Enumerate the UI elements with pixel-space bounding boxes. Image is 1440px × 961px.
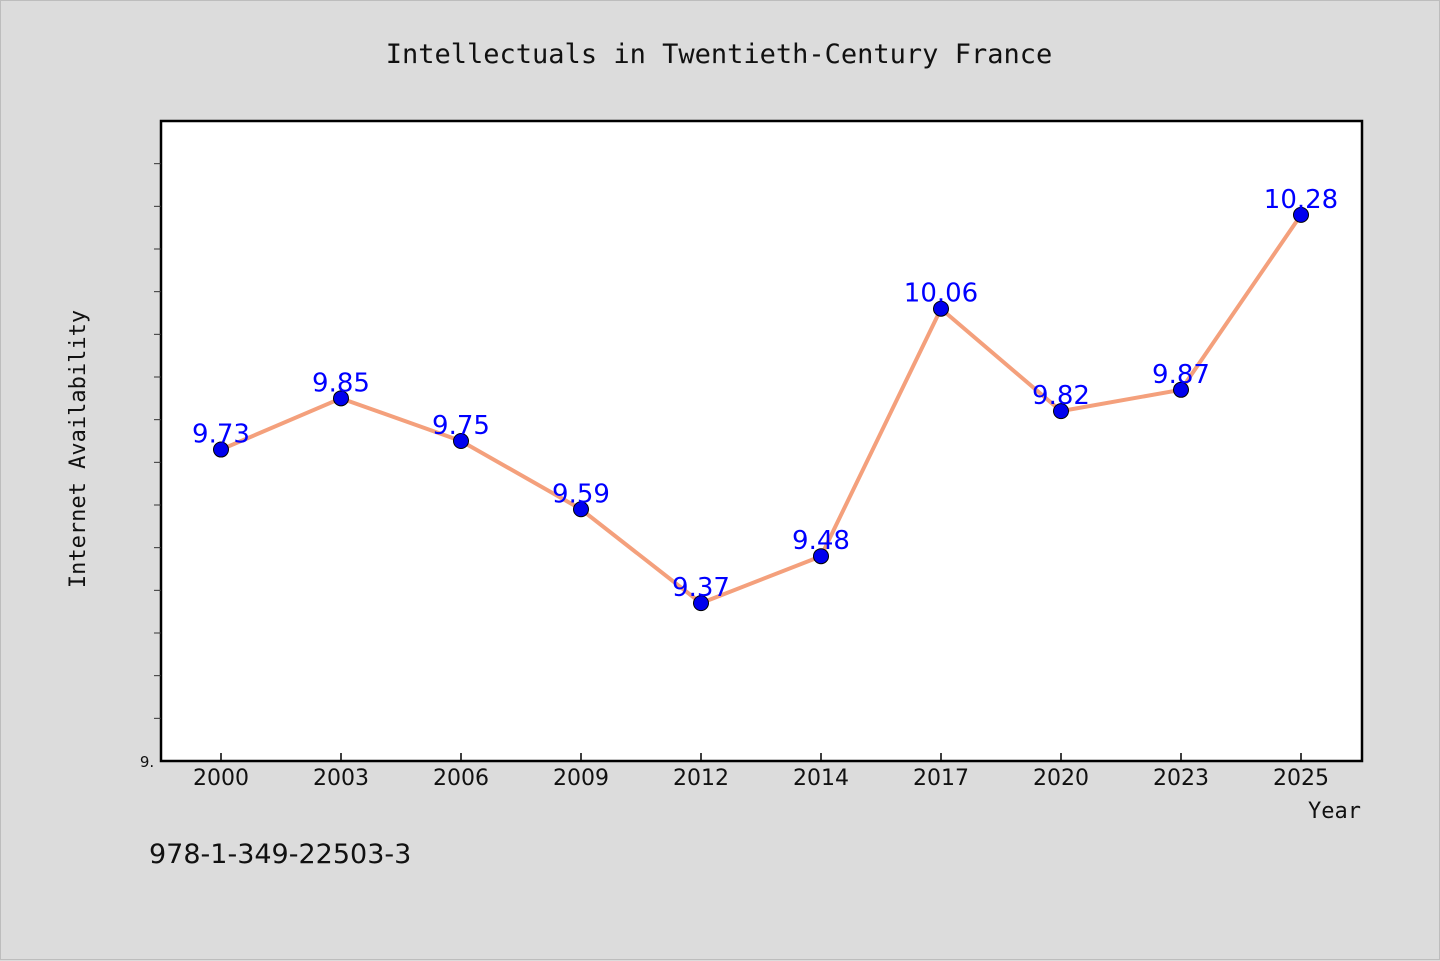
x-axis-label: Year [1308, 799, 1361, 824]
series-line [220, 213, 1303, 606]
x-tick-label: 2009 [553, 766, 609, 791]
data-label: 9.82 [1032, 381, 1090, 411]
data-point [933, 300, 949, 317]
data-point [1293, 206, 1309, 223]
x-tick-label: 2025 [1273, 766, 1329, 791]
x-tick-label: 2023 [1153, 766, 1209, 791]
plot-area [159, 119, 1364, 763]
data-label: 9.48 [792, 526, 850, 556]
chart-title: Intellectuals in Twentieth-Century Franc… [386, 39, 1052, 70]
data-label: 10.28 [1264, 185, 1338, 215]
y-axis-label: Internet Availability [66, 310, 91, 588]
x-tick-label: 2020 [1033, 766, 1089, 791]
data-point [1053, 403, 1069, 420]
data-point [813, 548, 829, 565]
x-tick-label: 2000 [193, 766, 249, 791]
data-point [573, 501, 589, 518]
x-tick-label: 2006 [433, 766, 489, 791]
data-label: 10.06 [904, 279, 978, 309]
data-labels: 9.73 9.85 9.75 9.59 9.37 9.48 10.06 9.82 9.87 10.… [192, 185, 1338, 603]
footnote-isbn: 978-1-349-22503-3 [149, 839, 411, 870]
data-point [1173, 381, 1189, 398]
data-label: 9.75 [432, 411, 490, 441]
y-tick-label: 9. [140, 753, 154, 771]
data-label: 9.87 [1152, 360, 1210, 390]
data-point [693, 595, 709, 612]
series-markers [213, 206, 1309, 612]
data-point [333, 390, 349, 407]
data-label: 9.73 [192, 420, 250, 450]
x-axis-ticks: 2000 2003 2006 2009 2012 2014 2017 2020 2023 2025 [193, 753, 1329, 791]
data-label: 9.59 [552, 479, 610, 509]
x-tick-label: 2012 [673, 766, 729, 791]
x-tick-label: 2003 [313, 766, 369, 791]
x-tick-label: 2017 [913, 766, 969, 791]
data-point [453, 433, 469, 449]
data-label: 9.37 [672, 573, 730, 603]
data-label: 9.85 [312, 368, 370, 398]
data-point [213, 441, 229, 458]
y-axis-ticks [154, 163, 161, 719]
x-tick-label: 2014 [793, 766, 849, 791]
